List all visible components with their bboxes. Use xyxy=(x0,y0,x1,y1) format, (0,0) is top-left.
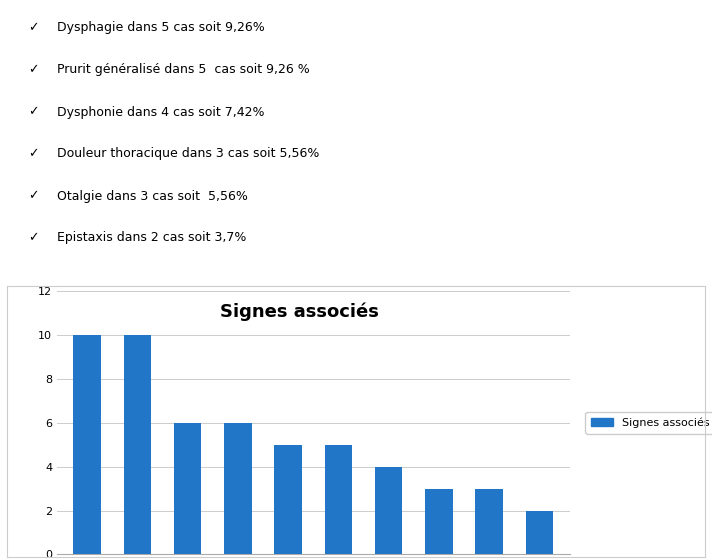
Text: Signes associés: Signes associés xyxy=(219,302,379,321)
Bar xyxy=(73,335,101,554)
Text: ✓: ✓ xyxy=(28,63,39,77)
Text: Otalgie dans 3 cas soit  5,56%: Otalgie dans 3 cas soit 5,56% xyxy=(57,189,248,203)
Text: ✓: ✓ xyxy=(28,147,39,161)
Legend: Signes associés: Signes associés xyxy=(585,412,712,433)
Bar xyxy=(375,466,402,554)
Text: Douleur thoracique dans 3 cas soit 5,56%: Douleur thoracique dans 3 cas soit 5,56% xyxy=(57,147,320,161)
Text: Prurit généralisé dans 5  cas soit 9,26 %: Prurit généralisé dans 5 cas soit 9,26 % xyxy=(57,63,310,77)
Bar xyxy=(325,445,352,554)
Bar xyxy=(525,511,553,554)
Text: ✓: ✓ xyxy=(28,189,39,203)
Text: ✓: ✓ xyxy=(28,105,39,119)
Text: ✓: ✓ xyxy=(28,231,39,245)
Text: Dysphonie dans 4 cas soit 7,42%: Dysphonie dans 4 cas soit 7,42% xyxy=(57,105,264,119)
Text: Dysphagie dans 5 cas soit 9,26%: Dysphagie dans 5 cas soit 9,26% xyxy=(57,21,265,35)
Text: Epistaxis dans 2 cas soit 3,7%: Epistaxis dans 2 cas soit 3,7% xyxy=(57,231,246,245)
Bar xyxy=(425,488,453,554)
Bar xyxy=(274,445,302,554)
Bar xyxy=(476,488,503,554)
Bar xyxy=(124,335,151,554)
Bar xyxy=(174,423,201,554)
Bar xyxy=(224,423,252,554)
Text: ✓: ✓ xyxy=(28,21,39,35)
